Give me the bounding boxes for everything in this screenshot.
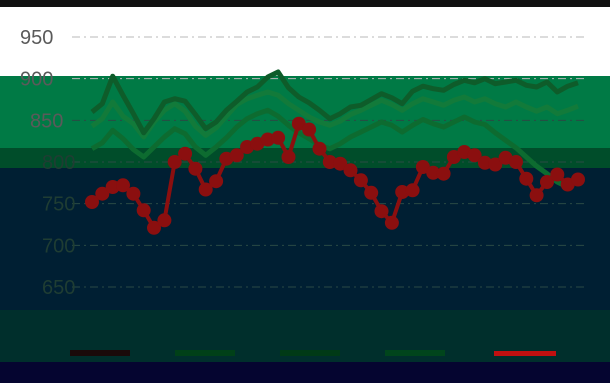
- y-tick-label: 850: [30, 110, 63, 132]
- data-point: [550, 167, 565, 182]
- data-point: [395, 185, 410, 199]
- legend-swatch: [280, 350, 340, 356]
- legend: [70, 350, 556, 356]
- data-point: [415, 160, 430, 174]
- legend-swatch: [494, 351, 556, 356]
- data-point: [446, 150, 461, 164]
- data-point: [291, 116, 306, 131]
- data-point: [209, 174, 224, 189]
- data-point: [281, 150, 296, 164]
- data-point: [467, 148, 482, 163]
- data-point: [271, 130, 286, 145]
- data-point: [529, 188, 544, 203]
- data-point: [198, 182, 213, 197]
- data-point: [147, 220, 161, 235]
- data-point: [571, 172, 585, 187]
- data-point: [488, 157, 503, 172]
- y-axis: 950 900 850 800 750 700 650: [20, 27, 75, 299]
- data-point: [105, 180, 120, 194]
- plot-background-top: [0, 7, 610, 76]
- series-line-green2: [90, 89, 579, 140]
- data-point: [302, 122, 317, 137]
- data-point: [540, 175, 554, 189]
- data-point: [188, 161, 203, 176]
- series-line-green1: [90, 69, 579, 136]
- overlay-band-bottom: [0, 362, 610, 383]
- y-tick-label: 900: [20, 69, 53, 91]
- y-tick-label: 750: [42, 194, 75, 216]
- data-point: [405, 183, 420, 198]
- line-chart: 950 900 850 800 750 700 650: [0, 7, 610, 383]
- overlay-band-navy: [0, 168, 610, 310]
- data-point: [374, 204, 389, 219]
- data-point: [384, 215, 399, 230]
- series-layer: [85, 69, 585, 235]
- data-point: [260, 132, 275, 147]
- y-tick-label: 950: [20, 27, 53, 49]
- data-point: [167, 155, 182, 169]
- data-point: [126, 186, 141, 201]
- top-border: [0, 0, 610, 7]
- data-point: [353, 173, 368, 188]
- data-point: [333, 156, 348, 171]
- legend-swatch: [175, 350, 235, 356]
- data-point: [364, 185, 379, 200]
- data-point: [85, 195, 99, 209]
- data-point: [178, 146, 193, 161]
- legend-swatch: [70, 350, 130, 356]
- data-point: [343, 163, 358, 178]
- data-point: [436, 166, 451, 181]
- y-tick-label: 650: [42, 277, 75, 299]
- series-line-green3: [90, 107, 580, 190]
- y-tick-label: 800: [42, 152, 75, 174]
- data-point: [229, 148, 244, 163]
- data-point: [116, 178, 130, 193]
- y-tick-label: 700: [42, 235, 75, 257]
- legend-swatch: [385, 350, 445, 356]
- data-point: [312, 141, 327, 156]
- data-point: [509, 155, 523, 169]
- data-point: [136, 203, 151, 218]
- data-point: [519, 171, 534, 186]
- data-point: [95, 186, 110, 201]
- data-point: [322, 155, 337, 169]
- data-point: [426, 165, 441, 180]
- data-point: [477, 155, 492, 170]
- data-point: [157, 213, 172, 228]
